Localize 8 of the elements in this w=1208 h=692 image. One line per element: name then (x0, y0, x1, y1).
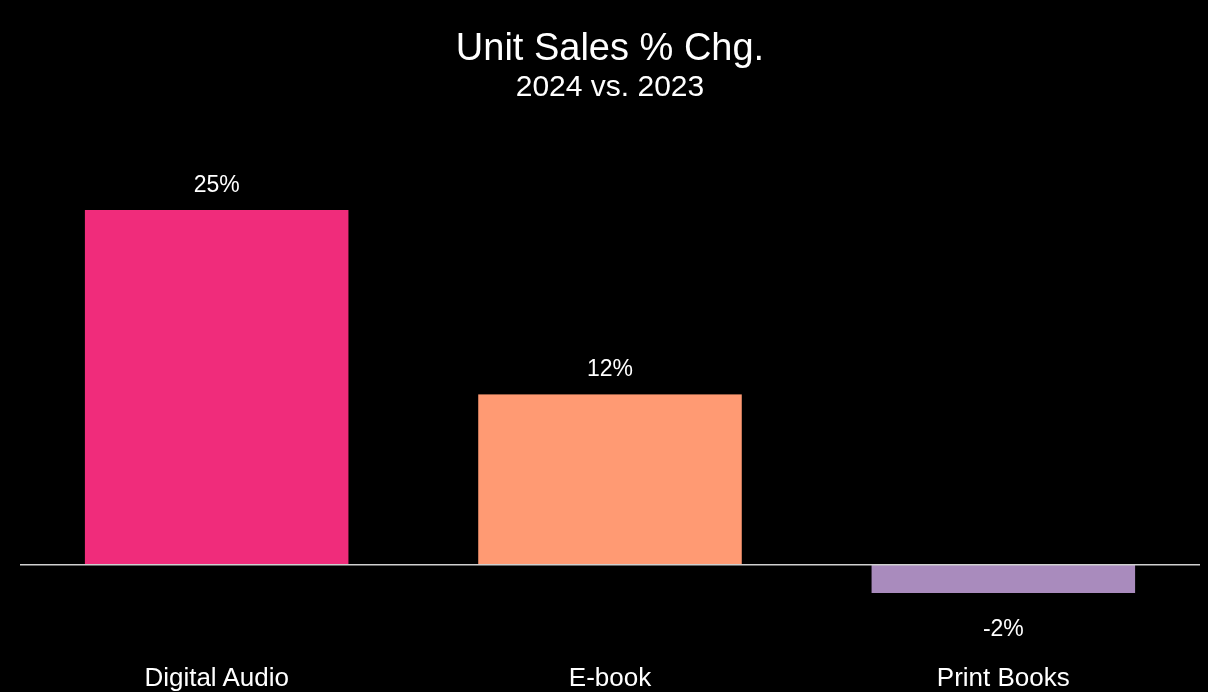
x-tick-label: Digital Audio (144, 662, 289, 692)
data-label: 25% (193, 171, 240, 197)
data-label: -2% (982, 615, 1024, 641)
chart-title: Unit Sales % Chg. (455, 26, 765, 68)
data-label: 12% (586, 355, 634, 382)
x-tick-label: Print Books (936, 662, 1070, 692)
chart-subtitle: 2024 vs. 2023 (515, 69, 705, 102)
x-tick-label: E-book (568, 662, 653, 692)
